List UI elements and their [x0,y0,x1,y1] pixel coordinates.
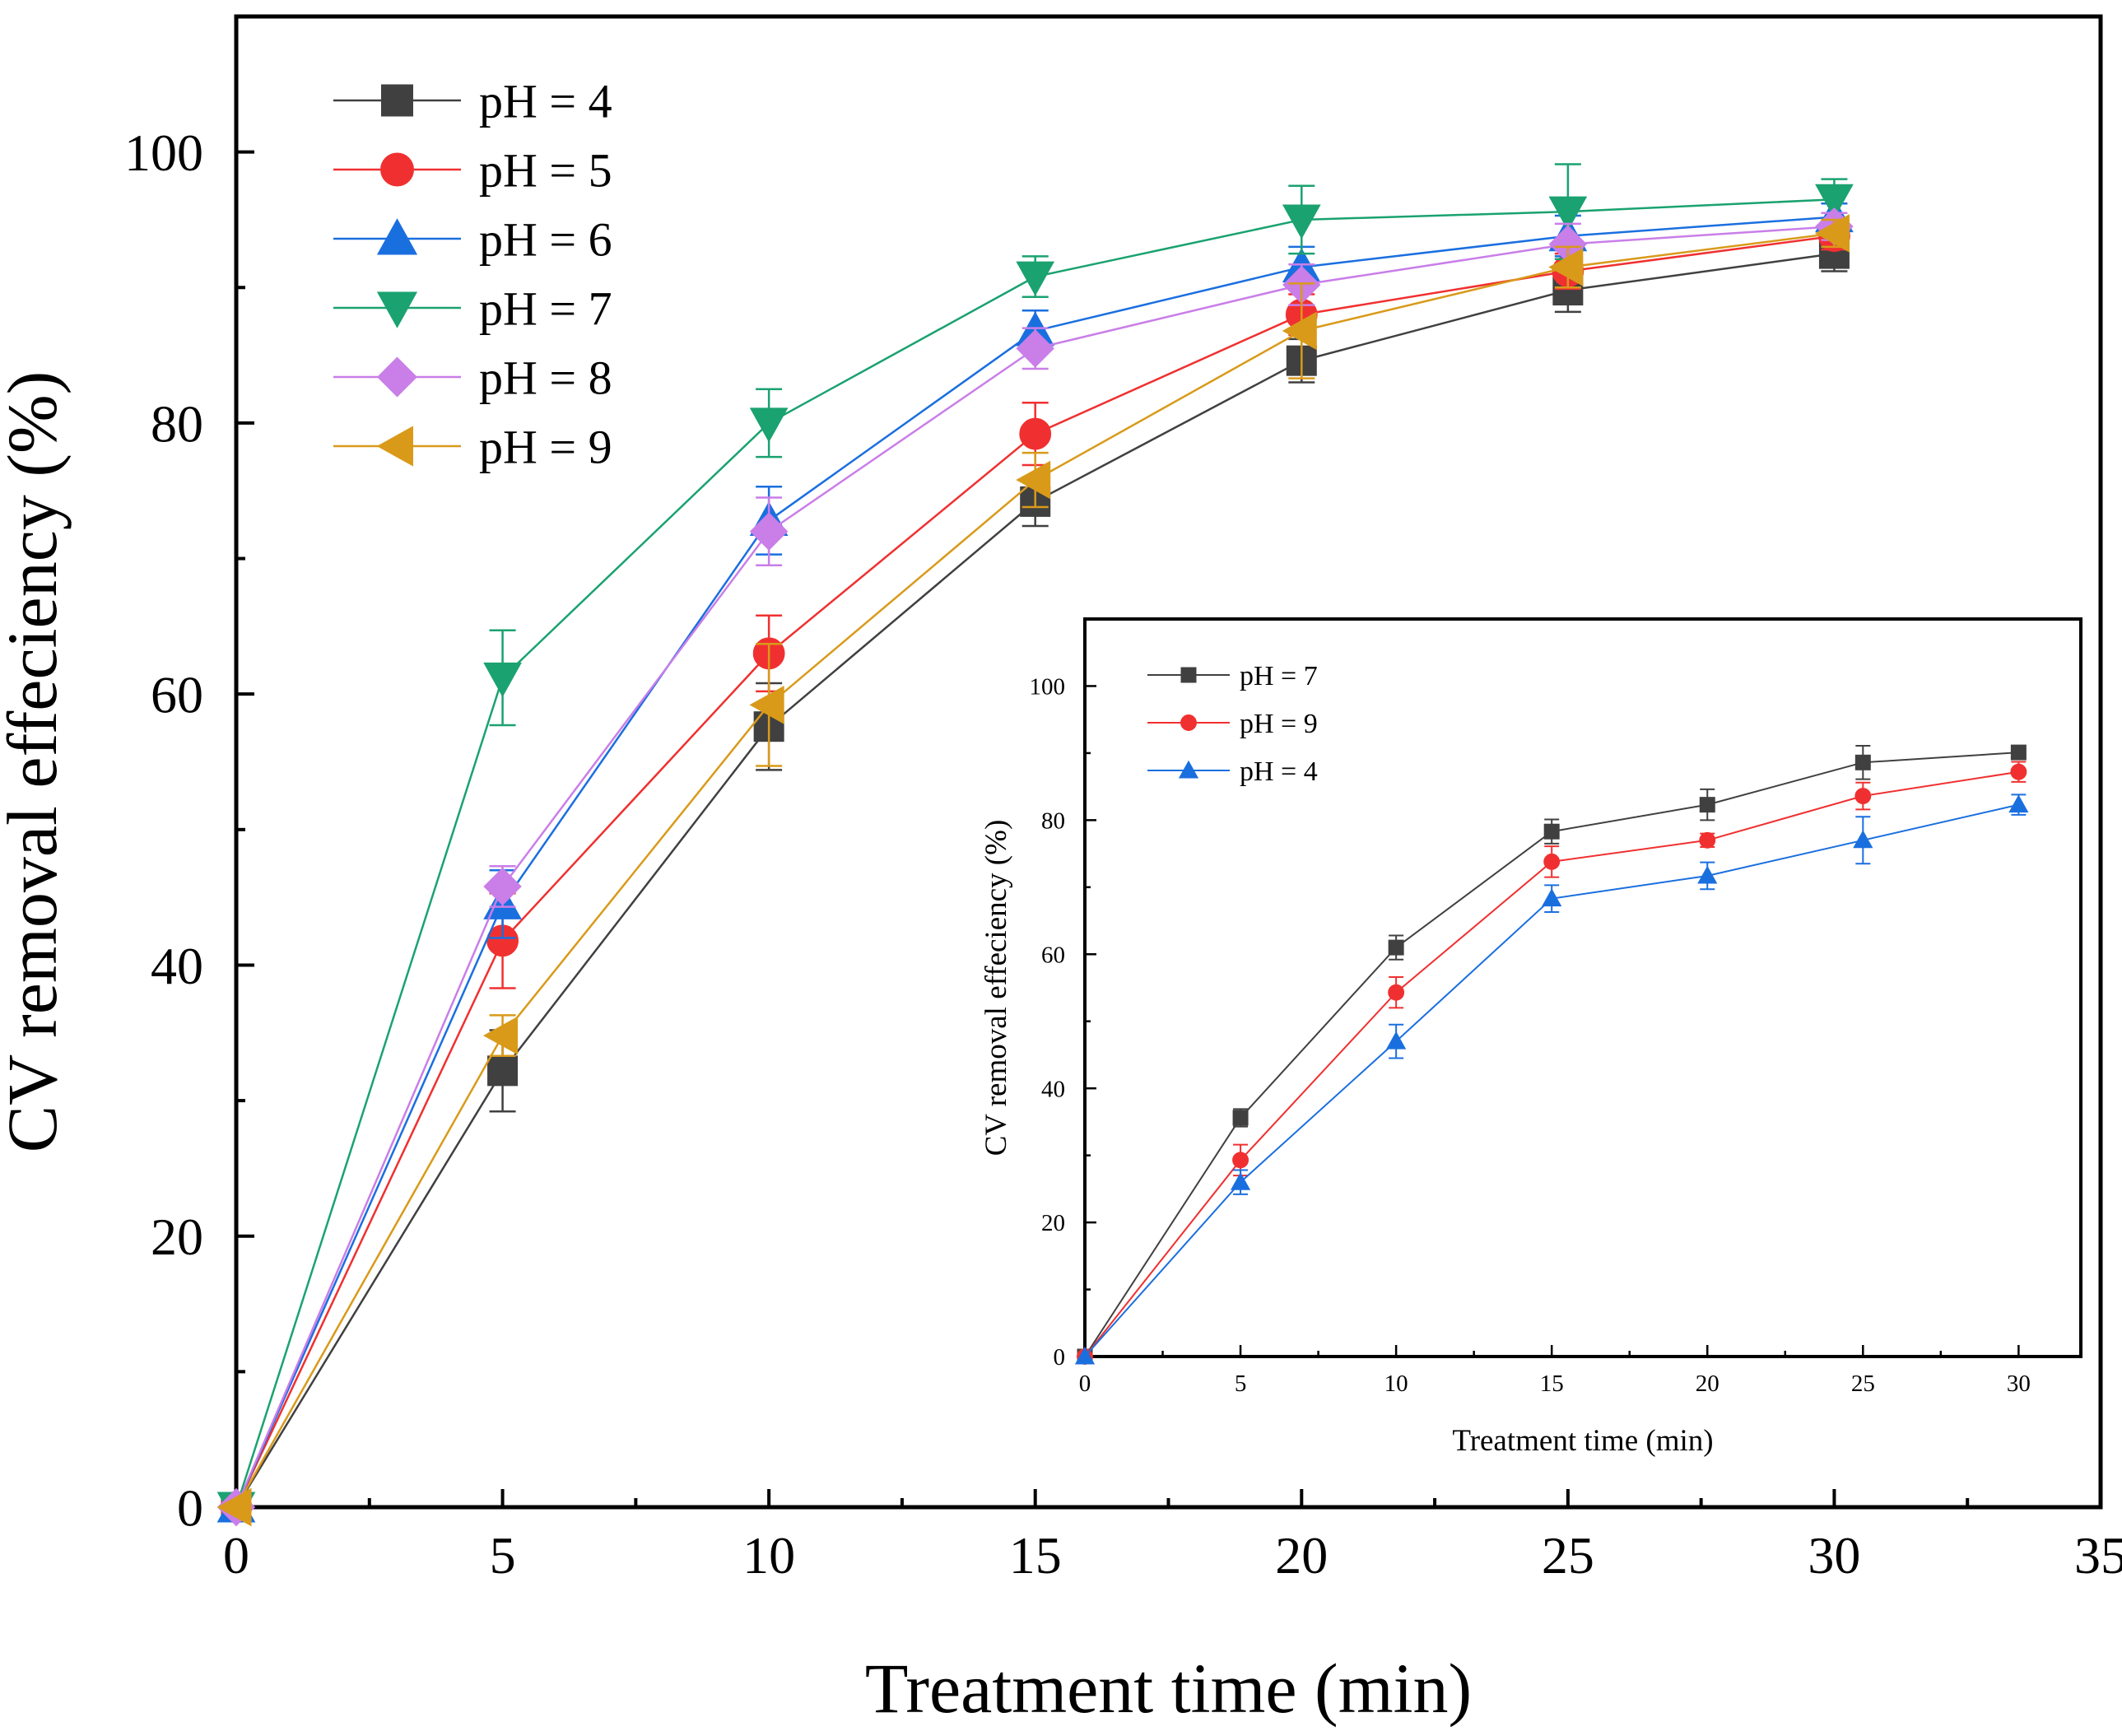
data-point [483,867,522,906]
y-tick-label: 80 [151,394,203,453]
y-axis-title: CV removal effeciency (%) [0,371,72,1153]
data-point [1386,1031,1407,1050]
y-tick-label: 0 [1054,1344,1066,1371]
data-point [1016,460,1051,500]
data-point [2010,744,2027,761]
data-point [749,512,789,551]
data-point [216,1487,252,1527]
x-tick-label: 10 [742,1526,795,1585]
legend-marker [376,426,413,467]
y-tick-label: 60 [151,666,203,724]
data-point [1699,831,1716,849]
x-tick-label: 0 [1079,1371,1091,1397]
legend-marker [1180,714,1197,731]
data-point [1697,865,1718,884]
data-point [1815,184,1854,219]
x-tick-label: 25 [1851,1371,1875,1397]
data-point [1542,888,1562,907]
x-tick-label: 25 [1542,1526,1594,1585]
legend-label: pH = 7 [1240,661,1318,691]
data-point [1543,823,1560,840]
legend-marker [1178,760,1199,779]
y-tick-label: 0 [177,1478,203,1537]
y-axis-title: CV removal effeciency (%) [980,820,1013,1157]
legend-marker [377,356,417,398]
data-point [1230,1171,1251,1190]
data-point [1548,196,1588,231]
y-tick-label: 100 [124,123,203,182]
x-tick-label: 30 [2007,1371,2031,1397]
y-tick-label: 20 [1041,1210,1065,1236]
y-tick-label: 20 [151,1208,203,1266]
y-tick-label: 40 [151,937,203,995]
data-point [1074,1346,1096,1365]
y-tick-label: 60 [1041,942,1065,968]
legend-marker [376,218,418,255]
data-point [1016,261,1055,296]
legend-label: pH = 8 [479,351,612,404]
legend-marker [1180,667,1197,683]
data-point [2008,794,2029,813]
y-tick-label: 80 [1041,808,1065,835]
inset-legend: pH = 7 pH = 9 pH = 4 [1147,661,1318,787]
legend-marker [376,291,418,328]
x-tick-label: 35 [2074,1526,2122,1585]
data-point [1853,830,1873,849]
x-tick-label: 5 [1235,1371,1247,1397]
x-axis-title: Treatment time (min) [1452,1424,1713,1458]
data-point [1814,214,1850,253]
x-tick-label: 10 [1384,1371,1408,1397]
legend-marker [381,84,413,117]
data-point [749,686,784,724]
data-point [1699,797,1715,813]
inset-plot-frame [1083,617,2082,1358]
data-point [1548,248,1584,286]
legend-label: pH = 7 [479,282,612,335]
legend-label: pH = 4 [479,74,612,128]
inset-series-0 [1077,744,2027,1365]
legend-label: pH = 4 [1240,756,1318,787]
data-point [483,662,522,697]
data-point [1543,853,1561,870]
legend-label: pH = 9 [1240,709,1318,739]
y-tick-label: 40 [1041,1076,1065,1102]
x-axis-title: Treatment time (min) [865,1649,1472,1728]
data-point [1388,984,1405,1001]
x-tick-label: 20 [1275,1526,1328,1585]
data-point [2010,763,2027,780]
data-point [1232,1110,1249,1126]
data-point [1854,754,1871,770]
main-series-5 [216,214,1850,1527]
data-point [749,407,789,443]
inset-chart: 0 5 10 15 20 25 30 0 20 40 60 80 100 Treatment time (… [980,617,2082,1458]
data-point [1232,1152,1249,1169]
legend-label: pH = 9 [479,420,612,473]
legend-marker [380,152,414,187]
data-point [1282,204,1321,240]
x-tick-label: 5 [490,1526,516,1585]
data-point [1854,788,1872,804]
data-point [1016,329,1054,368]
data-point [1388,939,1404,956]
data-point [1019,417,1052,450]
data-point [483,1016,519,1055]
x-tick-label: 0 [223,1526,249,1585]
y-tick-label: 100 [1030,674,1066,700]
legend-label: pH = 5 [479,143,612,197]
main-legend: pH = 4 pH = 5 pH = 6 pH = 7 pH = 8 pH = 9 [333,74,612,473]
x-tick-label: 15 [1009,1526,1062,1585]
x-tick-label: 20 [1696,1371,1719,1397]
inset-series-2 [1074,794,2029,1365]
legend-label: pH = 6 [479,212,612,266]
x-tick-label: 30 [1808,1526,1860,1585]
x-tick-label: 15 [1540,1371,1564,1397]
data-point [1282,311,1317,351]
data-point [487,1055,519,1087]
